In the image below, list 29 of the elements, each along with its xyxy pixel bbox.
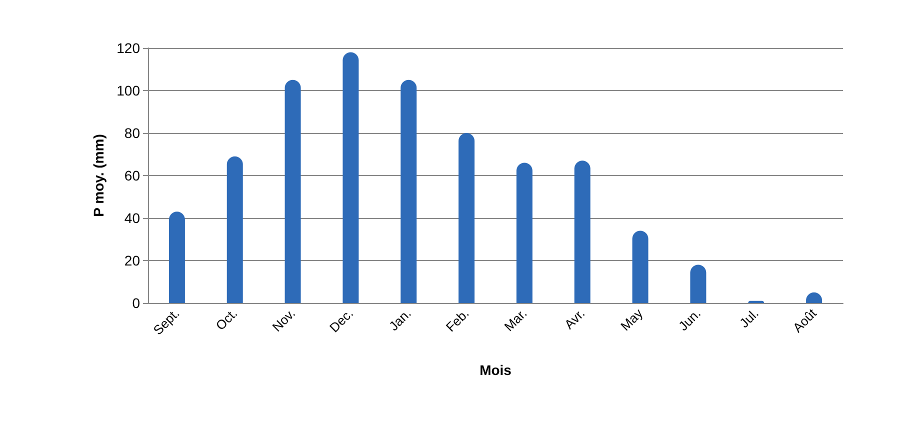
y-tick-label: 60 [124,168,140,184]
y-tick-label: 0 [132,295,140,311]
x-tick-label: Avr. [561,306,588,332]
bar [574,160,590,303]
x-axis-title: Mois [480,362,512,378]
y-tick-label: 100 [116,82,140,98]
bar [226,156,243,303]
y-tick-label: 80 [124,125,140,141]
x-tick-label: May [618,305,646,334]
x-tick-label: Dec. [326,306,356,336]
y-tick-label: 40 [124,210,140,226]
bar [458,133,475,303]
bar [400,80,417,303]
bar [690,264,706,303]
x-tick-label: Feb. [442,306,472,335]
y-axis-title: P moy. (mm) [90,134,107,217]
bar [168,212,185,303]
y-tick-label: 20 [124,252,140,268]
bar [632,230,648,303]
bar [342,52,359,303]
x-tick-label: Jun. [676,306,704,334]
bar [284,80,301,303]
x-tick-label: Mar. [501,306,530,334]
x-tick-label: Jul. [736,306,762,331]
x-tick-label: Nov. [269,306,298,334]
x-tick-label: Jan. [386,306,414,334]
bar [516,162,532,303]
y-tick-label: 120 [116,40,140,56]
x-tick-label: Oct. [212,306,240,334]
